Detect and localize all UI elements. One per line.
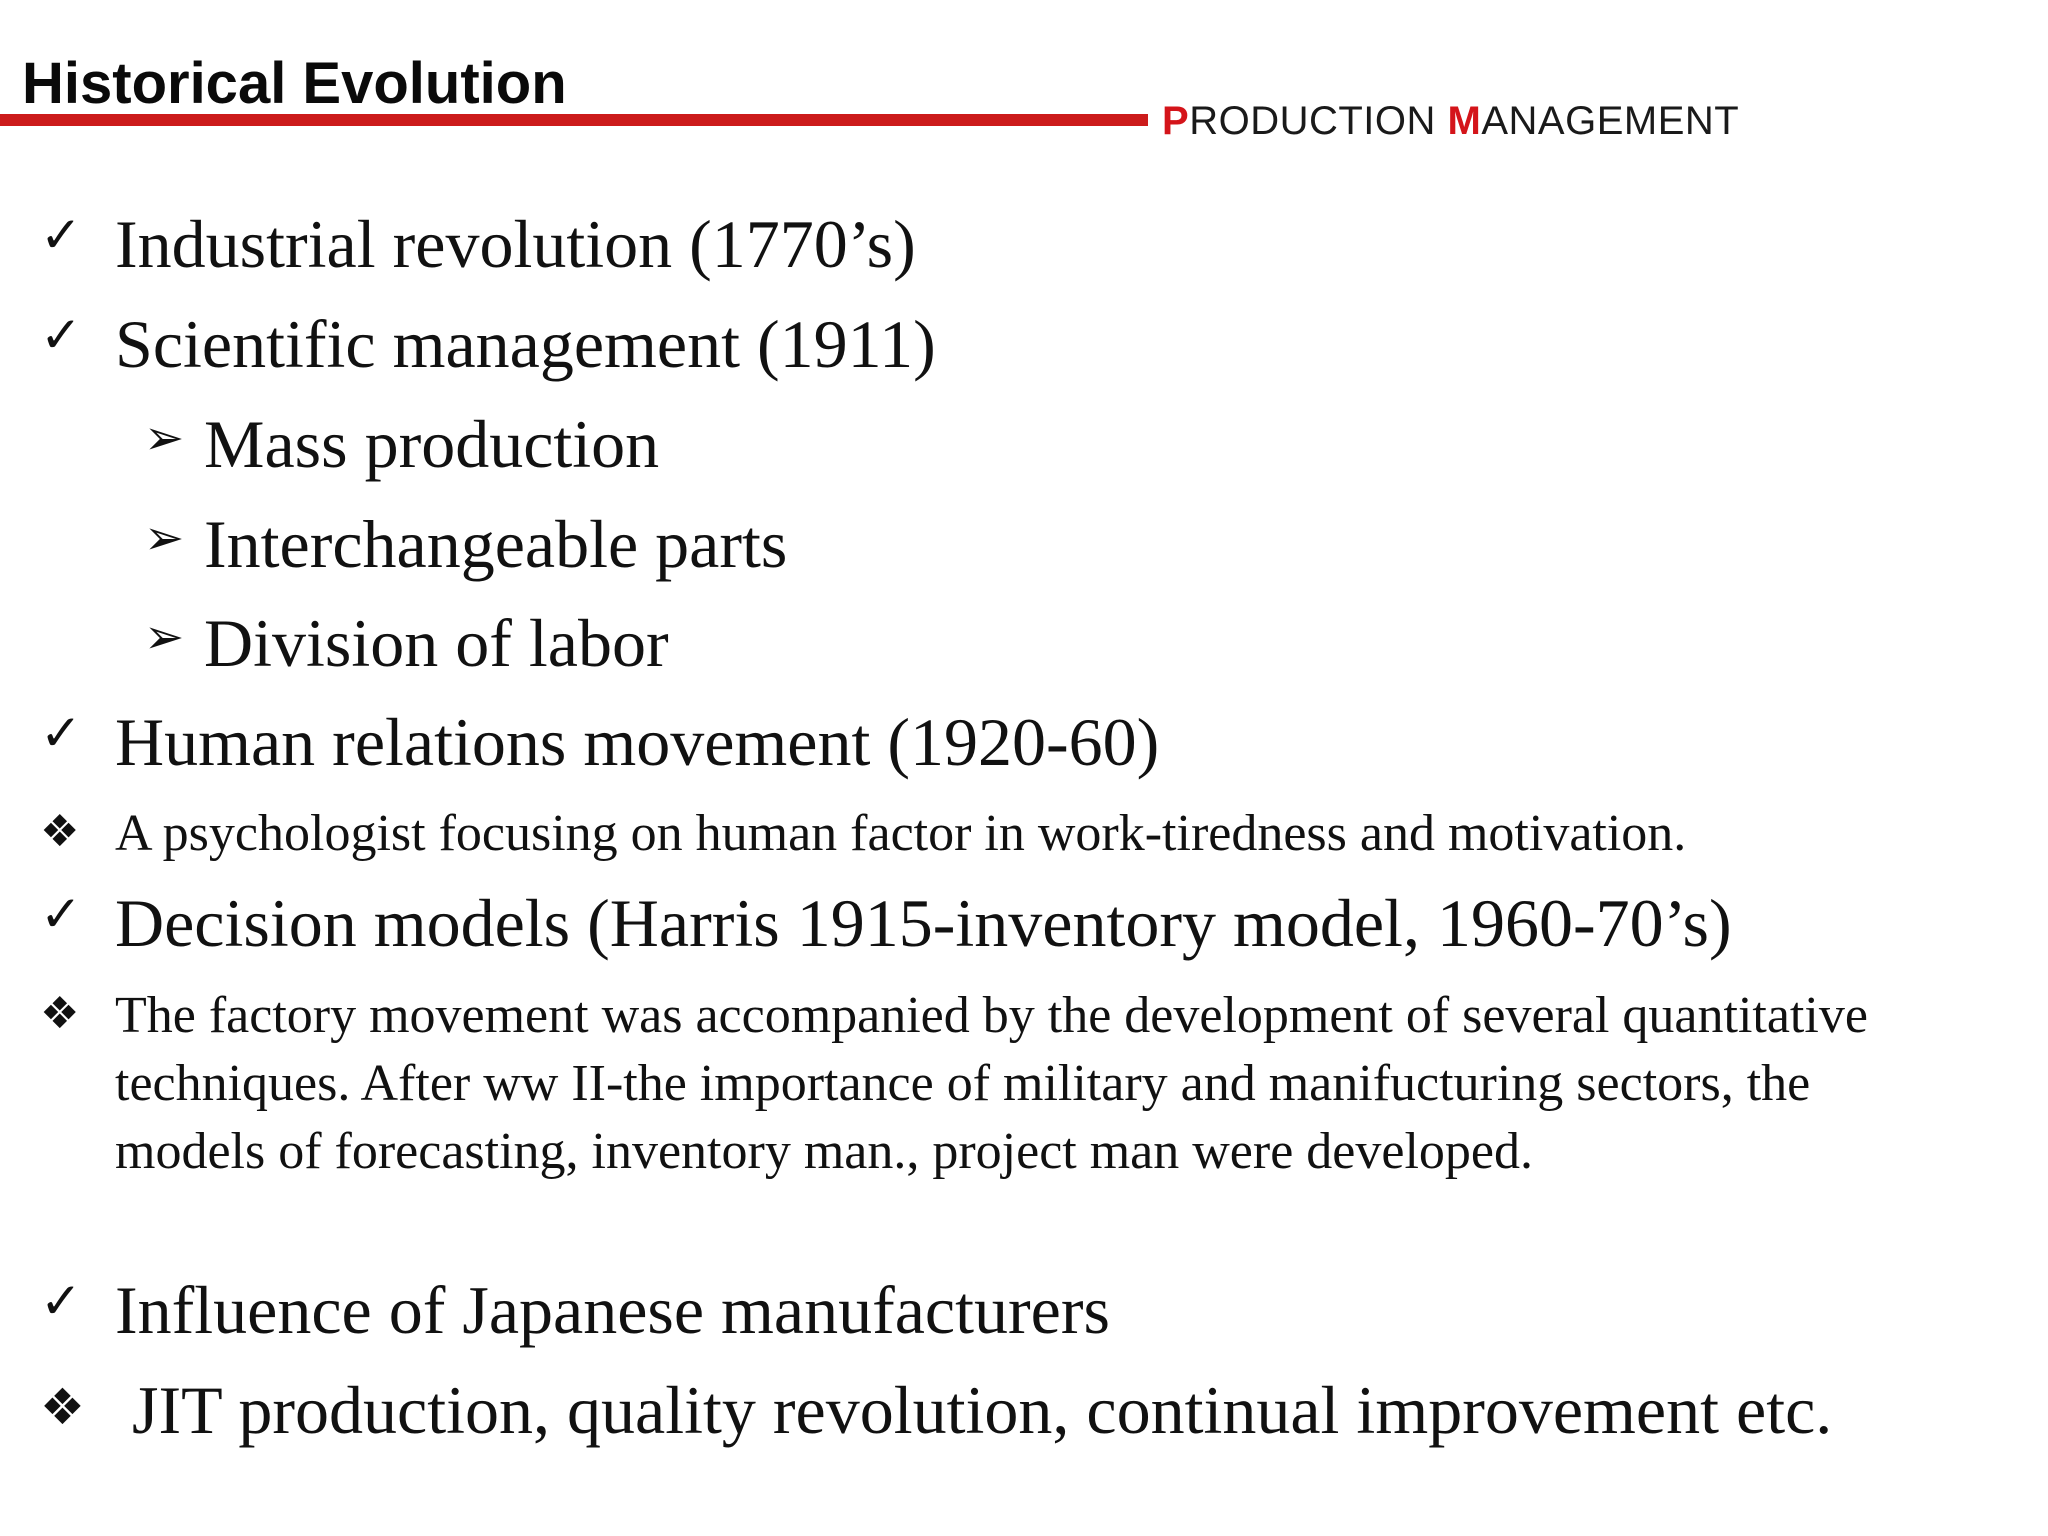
slide-title: Historical Evolution xyxy=(22,51,567,116)
check-icon: ✓ xyxy=(40,1272,82,1330)
bullet-text: Influence of Japanese manufacturers xyxy=(115,1272,1110,1348)
bullet-text: Industrial revolution (1770’s) xyxy=(115,206,916,282)
brand-m-rest: ANAGEMENT xyxy=(1481,99,1740,143)
brand-p-initial: P xyxy=(1162,99,1190,143)
sub-bullet-text: Mass production xyxy=(204,406,660,482)
arrow-bullet-icon: ➢ xyxy=(144,410,185,466)
bullet-text: Scientific management (1911) xyxy=(115,306,936,382)
four-diamond-icon: ❖ xyxy=(40,806,80,857)
brand-p-rest: RODUCTION xyxy=(1189,99,1448,143)
check-icon: ✓ xyxy=(40,704,82,762)
sub-bullet-text: Division of labor xyxy=(204,605,669,681)
arrow-bullet-icon: ➢ xyxy=(144,609,185,665)
check-icon: ✓ xyxy=(40,885,82,943)
check-icon: ✓ xyxy=(40,306,82,364)
arrow-bullet-icon: ➢ xyxy=(144,510,185,566)
brand-m-initial: M xyxy=(1447,99,1482,143)
sub-bullet-text: Interchangeable parts xyxy=(204,506,788,582)
four-diamond-icon: ❖ xyxy=(40,1378,85,1436)
brand-label: PRODUCTION MANAGEMENT xyxy=(1162,97,1739,145)
bullet-text: Decision models (Harris 1915-inventory m… xyxy=(115,885,1732,961)
note-text: A psychologist focusing on human factor … xyxy=(115,805,1687,862)
title-underline xyxy=(0,114,1148,126)
four-diamond-icon: ❖ xyxy=(40,988,80,1039)
note-paragraph: The factory movement was accompanied by … xyxy=(115,987,1868,1180)
bullet-text: Human relations movement (1920-60) xyxy=(115,704,1160,780)
check-icon: ✓ xyxy=(40,206,82,264)
note-text: JIT production, quality revolution, cont… xyxy=(115,1372,1833,1448)
